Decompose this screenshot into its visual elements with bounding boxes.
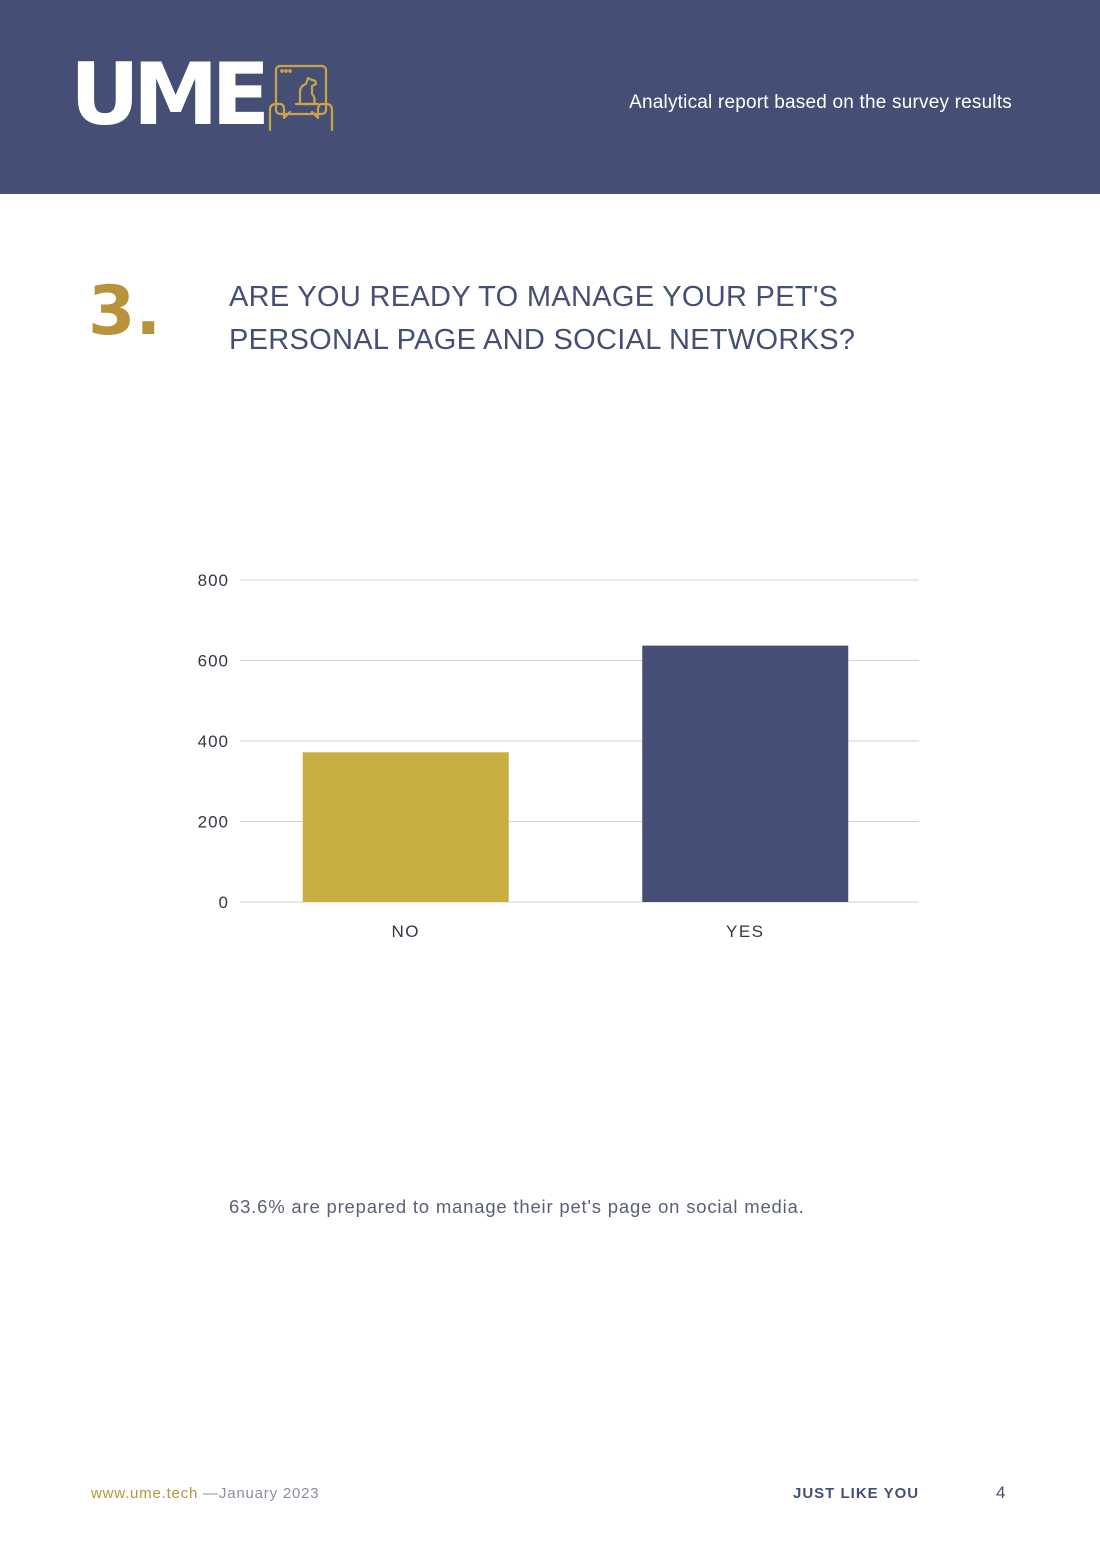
bar-no xyxy=(302,752,509,902)
chart-caption: 63.6% are prepared to manage their pet's… xyxy=(229,1196,805,1217)
x-tick-label: YES xyxy=(726,922,765,941)
report-subtitle: Analytical report based on the survey re… xyxy=(629,92,1012,113)
pet-on-tablet-icon xyxy=(268,64,334,132)
question-title: ARE YOU READY TO MANAGE YOUR PET'S PERSO… xyxy=(229,276,989,362)
x-tick-label: NO xyxy=(392,922,421,941)
y-tick-label: 800 xyxy=(198,571,229,590)
question-number: 3. xyxy=(88,272,162,351)
footer-info: www.ume.tech —January 2023 xyxy=(91,1485,319,1502)
question-title-line-1: ARE YOU READY TO MANAGE YOUR PET'S xyxy=(229,281,839,313)
bar-yes xyxy=(642,645,849,902)
y-tick-label: 200 xyxy=(198,813,229,832)
y-tick-label: 0 xyxy=(219,893,229,912)
footer-date: —January 2023 xyxy=(198,1485,320,1502)
page-number: 4 xyxy=(996,1483,1006,1502)
y-tick-label: 600 xyxy=(198,652,229,671)
page-header: UME Analytical report based on the surve… xyxy=(0,0,1100,194)
footer-url[interactable]: www.ume.tech xyxy=(91,1485,199,1502)
y-tick-label: 400 xyxy=(198,732,229,751)
bar-chart-svg: 0 200 400 600 800 NO YES xyxy=(198,571,919,941)
footer-slogan: JUST LIKE YOU xyxy=(793,1485,920,1502)
bar-chart: 0 200 400 600 800 NO YES xyxy=(0,540,1100,970)
question-title-line-2: PERSONAL PAGE AND SOCIAL NETWORKS? xyxy=(229,324,856,356)
logo-wordmark: UME xyxy=(70,45,270,145)
